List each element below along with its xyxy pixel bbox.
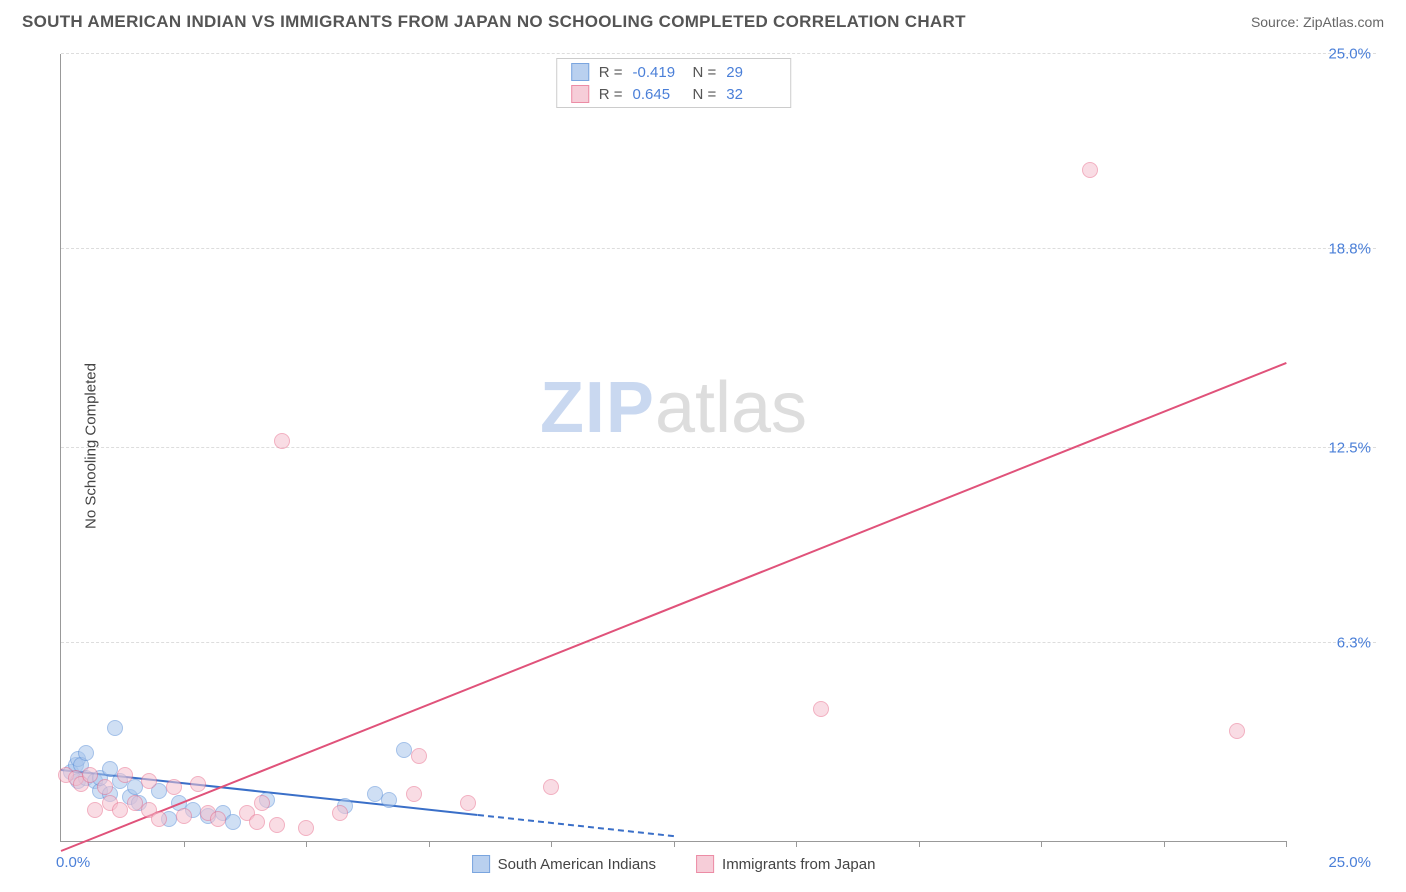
- trend-line: [477, 814, 673, 837]
- legend-n-label: N =: [693, 64, 717, 81]
- series-legend-label: South American Indians: [498, 856, 656, 873]
- data-point: [127, 779, 143, 795]
- data-point: [1229, 723, 1245, 739]
- data-point: [367, 786, 383, 802]
- series-legend-label: Immigrants from Japan: [722, 856, 875, 873]
- data-point: [274, 433, 290, 449]
- data-point: [225, 814, 241, 830]
- data-point: [269, 817, 285, 833]
- y-tick-label: 6.3%: [1291, 634, 1371, 651]
- chart-container: ZIPatlas R =-0.419N =29R =0.645N =32 Sou…: [50, 54, 1376, 842]
- data-point: [117, 767, 133, 783]
- data-point: [190, 776, 206, 792]
- data-point: [543, 779, 559, 795]
- series-legend-item: South American Indians: [472, 855, 656, 873]
- legend-n-label: N =: [693, 86, 717, 103]
- data-point: [176, 808, 192, 824]
- x-tick-mark: [674, 841, 675, 847]
- data-point: [411, 748, 427, 764]
- correlation-legend-row: R = -0.419 N = 29: [557, 61, 791, 83]
- legend-r-label: R =: [599, 64, 623, 81]
- data-point: [107, 720, 123, 736]
- correlation-legend-row: R = 0.645 N = 32: [557, 83, 791, 105]
- data-point: [1082, 162, 1098, 178]
- data-point: [112, 802, 128, 818]
- legend-r-value: -0.419: [633, 64, 683, 81]
- data-point: [813, 701, 829, 717]
- watermark: ZIPatlas: [540, 367, 807, 449]
- data-point: [210, 811, 226, 827]
- source-attribution: Source: ZipAtlas.com: [1251, 14, 1384, 30]
- plot-area: ZIPatlas R =-0.419N =29R =0.645N =32 Sou…: [60, 54, 1286, 842]
- data-point: [82, 767, 98, 783]
- gridline: [61, 447, 1376, 448]
- trend-line: [61, 363, 1287, 853]
- data-point: [249, 814, 265, 830]
- legend-n-value: 32: [726, 86, 776, 103]
- legend-r-label: R =: [599, 86, 623, 103]
- x-tick-mark: [1286, 841, 1287, 847]
- data-point: [298, 820, 314, 836]
- data-point: [151, 811, 167, 827]
- gridline: [61, 642, 1376, 643]
- data-point: [97, 779, 113, 795]
- chart-title: SOUTH AMERICAN INDIAN VS IMMIGRANTS FROM…: [22, 12, 966, 32]
- x-tick-mark: [184, 841, 185, 847]
- data-point: [78, 745, 94, 761]
- y-tick-label: 12.5%: [1291, 439, 1371, 456]
- data-point: [254, 795, 270, 811]
- legend-n-value: 29: [726, 64, 776, 81]
- data-point: [460, 795, 476, 811]
- x-tick-mark: [1164, 841, 1165, 847]
- series-legend: South American Indians Immigrants from Ja…: [472, 855, 876, 873]
- x-tick-mark: [551, 841, 552, 847]
- data-point: [332, 805, 348, 821]
- x-tick-mark: [919, 841, 920, 847]
- x-tick-label: 25.0%: [1291, 854, 1371, 871]
- series-legend-item: Immigrants from Japan: [696, 855, 875, 873]
- legend-swatch: [472, 855, 490, 873]
- correlation-legend: R = -0.419 N = 29 R = 0.645 N = 32: [556, 58, 792, 108]
- data-point: [406, 786, 422, 802]
- chart-header: SOUTH AMERICAN INDIAN VS IMMIGRANTS FROM…: [0, 0, 1406, 40]
- gridline: [61, 53, 1376, 54]
- data-point: [381, 792, 397, 808]
- data-point: [396, 742, 412, 758]
- data-point: [127, 795, 143, 811]
- x-tick-mark: [796, 841, 797, 847]
- x-tick-mark: [306, 841, 307, 847]
- data-point: [87, 802, 103, 818]
- legend-r-value: 0.645: [633, 86, 683, 103]
- x-tick-mark: [1041, 841, 1042, 847]
- legend-swatch: [571, 63, 589, 81]
- gridline: [61, 248, 1376, 249]
- y-tick-label: 25.0%: [1291, 46, 1371, 63]
- y-tick-label: 18.8%: [1291, 241, 1371, 258]
- data-point: [166, 779, 182, 795]
- x-tick-mark: [429, 841, 430, 847]
- data-point: [141, 773, 157, 789]
- x-tick-label: 0.0%: [56, 854, 90, 871]
- legend-swatch: [571, 85, 589, 103]
- legend-swatch: [696, 855, 714, 873]
